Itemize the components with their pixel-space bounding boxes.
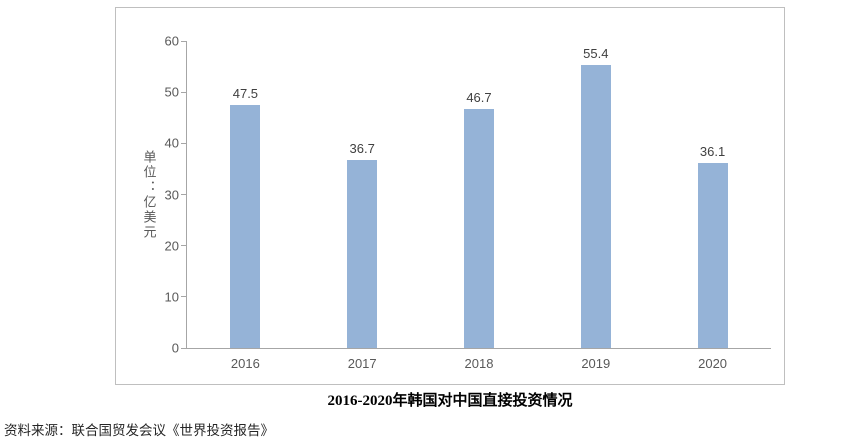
x-axis-label: 2020	[698, 356, 728, 371]
plot-area: 0 10 20 30 40 50 60 47.5 2016 36.7 2017 46.7 2018 55.…	[165, 35, 771, 371]
chart-title: 2016-2020年韩国对中国直接投资情况	[327, 393, 573, 409]
x-axis-label: 2017	[347, 356, 377, 371]
category-slot-2016: 47.5 2016	[187, 41, 304, 371]
y-tick-mark	[181, 40, 187, 42]
y-tick-label: 50	[164, 84, 179, 100]
chart-frame: 单位：亿美元 0 10 20 30 40 50 60 47.5 2016 36.7 2017 46.7…	[115, 7, 785, 385]
category-slot-2019: 55.4 2019	[537, 41, 654, 371]
y-tick-label: 30	[164, 187, 179, 202]
bar-value-label: 47.5	[232, 85, 259, 101]
bar-value-label: 46.7	[466, 90, 492, 106]
x-axis-label: 2018	[464, 356, 494, 371]
bar-2017: 36.7	[347, 141, 378, 348]
bar-2019: 55.4	[580, 46, 611, 348]
y-axis-title: 单位：亿美元	[141, 150, 157, 240]
y-tick-mark	[181, 194, 187, 195]
bar-2020: 36.1	[697, 144, 728, 348]
bar-value-label: 36.1	[699, 144, 726, 160]
y-tick-mark	[181, 91, 187, 93]
bar-2016: 47.5	[230, 86, 261, 348]
y-tick-mark	[181, 245, 187, 247]
category-slot-2018: 46.7 2018	[421, 41, 538, 371]
y-tick-label: 20	[164, 238, 179, 254]
y-tick-label: 60	[164, 33, 179, 49]
bar-2018: 46.7	[463, 90, 494, 348]
x-axis-label: 2019	[581, 356, 611, 371]
y-axis-title-wrap: 单位：亿美元	[138, 41, 160, 349]
bar-value-label: 36.7	[349, 141, 375, 157]
category-slot-2020: 36.1 2020	[654, 41, 771, 371]
y-tick-label: 40	[164, 135, 179, 151]
y-tick-mark	[181, 142, 187, 144]
y-tick-mark	[181, 347, 187, 349]
y-tick-mark	[181, 296, 187, 298]
bar-value-label: 55.4	[583, 45, 609, 61]
category-slot-2017: 36.7 2017	[304, 41, 421, 371]
source-note: 资料来源：联合国贸发会议《世界投资报告》	[4, 423, 274, 438]
x-axis-label: 2016	[230, 356, 260, 371]
y-tick-label: 0	[171, 340, 179, 356]
y-tick-label: 10	[164, 289, 179, 305]
